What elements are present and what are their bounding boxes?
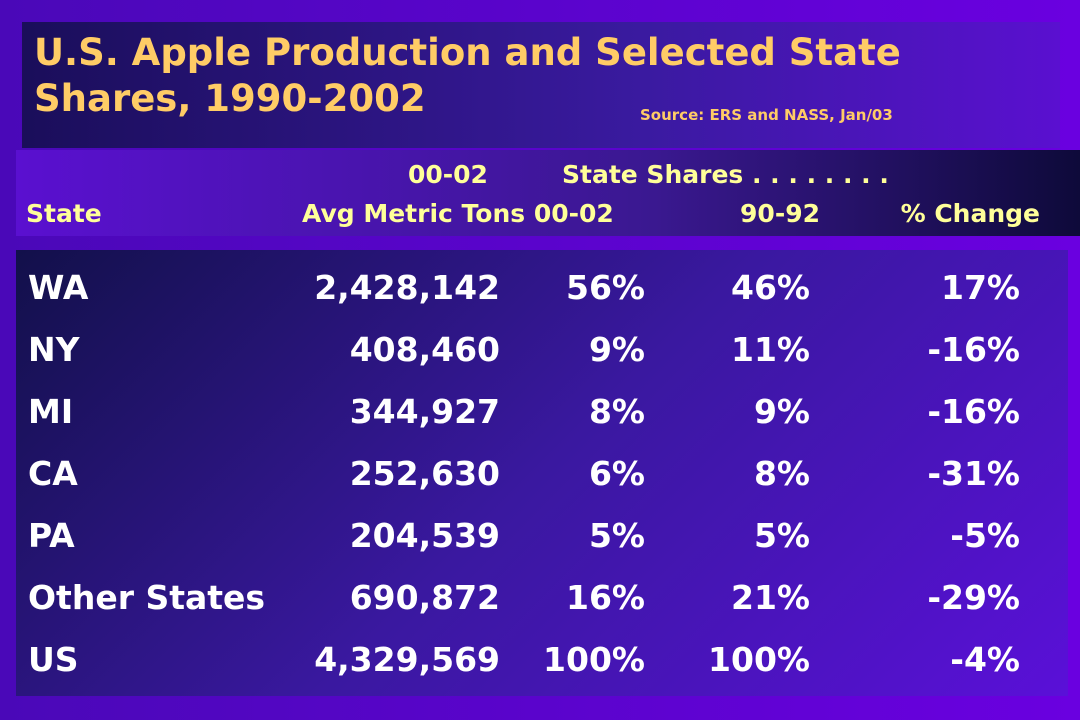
header-cell: Avg Metric Tons 00-02 — [302, 199, 614, 228]
cell: 11% — [731, 330, 810, 369]
row-label: PA — [28, 516, 75, 555]
header-cell: 00-02 — [408, 160, 488, 189]
cell: 16% — [566, 578, 645, 617]
header-panel — [16, 150, 1080, 236]
row-label: US — [28, 640, 79, 679]
row-label: MI — [28, 392, 74, 431]
row-label: Other States — [28, 578, 266, 617]
header-cell: % Change — [900, 199, 1040, 228]
cell: 8% — [588, 392, 645, 431]
table-panel — [16, 250, 1068, 696]
header-cell: 90-92 — [740, 199, 820, 228]
cell: 17% — [941, 268, 1020, 307]
source: Source: ERS and NASS, Jan/03 — [640, 106, 893, 124]
cell: 46% — [731, 268, 810, 307]
cell: -5% — [950, 516, 1020, 555]
cell: 344,927 — [349, 392, 500, 431]
cell: -31% — [927, 454, 1020, 493]
cell: -4% — [950, 640, 1020, 679]
cell: -16% — [927, 330, 1020, 369]
row-label: WA — [28, 268, 89, 307]
cell: -29% — [927, 578, 1020, 617]
cell: 204,539 — [349, 516, 500, 555]
header-cell: State — [26, 199, 102, 228]
title: U.S. Apple Production and Selected State… — [34, 31, 901, 120]
cell: -16% — [927, 392, 1020, 431]
row-label: CA — [28, 454, 78, 493]
cell: 21% — [731, 578, 810, 617]
cell: 9% — [753, 392, 810, 431]
cell: 6% — [588, 454, 645, 493]
cell: 4,329,569 — [314, 640, 500, 679]
header-cell: State Shares . . . . . . . . — [562, 160, 889, 189]
cell: 2,428,142 — [314, 268, 500, 307]
row-label: NY — [28, 330, 80, 369]
cell: 408,460 — [349, 330, 500, 369]
cell: 8% — [753, 454, 810, 493]
cell: 100% — [708, 640, 810, 679]
cell: 5% — [588, 516, 645, 555]
cell: 9% — [588, 330, 645, 369]
cell: 5% — [753, 516, 810, 555]
cell: 690,872 — [349, 578, 500, 617]
title-panel — [22, 22, 1060, 148]
cell: 252,630 — [349, 454, 500, 493]
cell: 100% — [543, 640, 645, 679]
cell: 56% — [566, 268, 645, 307]
